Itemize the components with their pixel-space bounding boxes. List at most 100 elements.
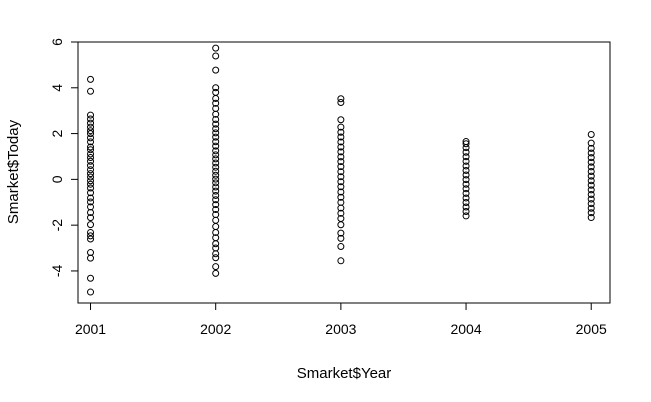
data-point — [87, 232, 95, 240]
data-point — [337, 128, 345, 136]
data-point — [212, 244, 220, 252]
data-point — [87, 274, 95, 282]
data-point — [462, 185, 470, 193]
data-point — [87, 194, 95, 202]
data-point — [462, 153, 470, 161]
y-axis-title: Smarket$Today — [5, 119, 22, 224]
y-tick-label: 0 — [49, 175, 65, 183]
data-point — [337, 138, 345, 146]
data-point — [212, 116, 220, 124]
data-point — [87, 143, 95, 151]
data-point — [87, 235, 95, 243]
data-point — [462, 189, 470, 197]
data-point — [462, 199, 470, 207]
data-point — [462, 171, 470, 179]
data-point — [87, 249, 95, 257]
data-point — [87, 157, 95, 165]
data-point — [587, 172, 595, 180]
data-point — [212, 269, 220, 277]
data-point — [87, 203, 95, 211]
data-point — [212, 104, 220, 112]
data-point — [212, 223, 220, 231]
data-point — [212, 206, 220, 214]
data-point — [87, 180, 95, 188]
data-point — [337, 133, 345, 141]
data-point — [87, 221, 95, 229]
data-point — [587, 177, 595, 185]
y-tick-label: 4 — [49, 84, 65, 92]
data-point — [212, 167, 220, 175]
data-point — [212, 52, 220, 60]
data-point — [337, 229, 345, 237]
data-point — [212, 196, 220, 204]
y-axis: -4 -2 0 2 4 6 — [49, 38, 79, 278]
data-point — [337, 143, 345, 151]
data-point — [212, 151, 220, 159]
data-point — [212, 201, 220, 209]
data-point — [587, 181, 595, 189]
data-point — [587, 149, 595, 157]
x-tick-label: 2002 — [200, 321, 231, 337]
points-layer — [87, 44, 595, 296]
data-point — [87, 138, 95, 146]
data-point — [87, 154, 95, 162]
data-point — [212, 183, 220, 191]
data-point — [337, 148, 345, 156]
data-point — [87, 177, 95, 185]
data-point — [337, 123, 345, 131]
data-point — [212, 211, 220, 219]
data-point — [87, 130, 95, 138]
y-tick-label: -4 — [49, 265, 65, 278]
data-point — [587, 144, 595, 152]
data-point — [337, 257, 345, 265]
data-point — [87, 162, 95, 170]
data-point — [462, 157, 470, 165]
data-point — [337, 183, 345, 191]
data-point — [337, 95, 345, 103]
data-point — [212, 66, 220, 74]
data-point — [337, 153, 345, 161]
data-point — [212, 84, 220, 92]
data-point — [212, 138, 220, 146]
data-point — [462, 194, 470, 202]
data-point — [587, 158, 595, 166]
data-point — [87, 111, 95, 119]
data-point — [87, 228, 95, 236]
data-point — [337, 178, 345, 186]
y-tick-label: -2 — [49, 219, 65, 232]
data-point — [337, 168, 345, 176]
data-point — [212, 142, 220, 150]
data-point — [212, 99, 220, 107]
data-point — [87, 173, 95, 181]
data-point — [587, 209, 595, 217]
data-point — [337, 116, 345, 124]
data-point — [212, 171, 220, 179]
data-point — [587, 130, 595, 138]
data-point — [337, 158, 345, 166]
data-point — [87, 150, 95, 158]
data-point — [462, 162, 470, 170]
data-point — [337, 98, 345, 106]
data-point — [212, 191, 220, 199]
data-point — [587, 154, 595, 162]
data-point — [337, 198, 345, 206]
data-point — [462, 212, 470, 220]
data-point — [462, 207, 470, 215]
data-point — [212, 120, 220, 128]
data-point — [87, 184, 95, 192]
data-point — [212, 125, 220, 133]
data-point — [87, 115, 95, 123]
x-tick-label: 2005 — [576, 321, 607, 337]
data-point — [212, 147, 220, 155]
data-point — [337, 188, 345, 196]
data-point — [87, 170, 95, 178]
data-point — [587, 167, 595, 175]
data-point — [587, 163, 595, 171]
data-point — [587, 200, 595, 208]
data-point — [337, 193, 345, 201]
data-point — [337, 215, 345, 223]
data-point — [212, 159, 220, 167]
data-point — [462, 138, 470, 146]
x-tick-label: 2003 — [325, 321, 356, 337]
